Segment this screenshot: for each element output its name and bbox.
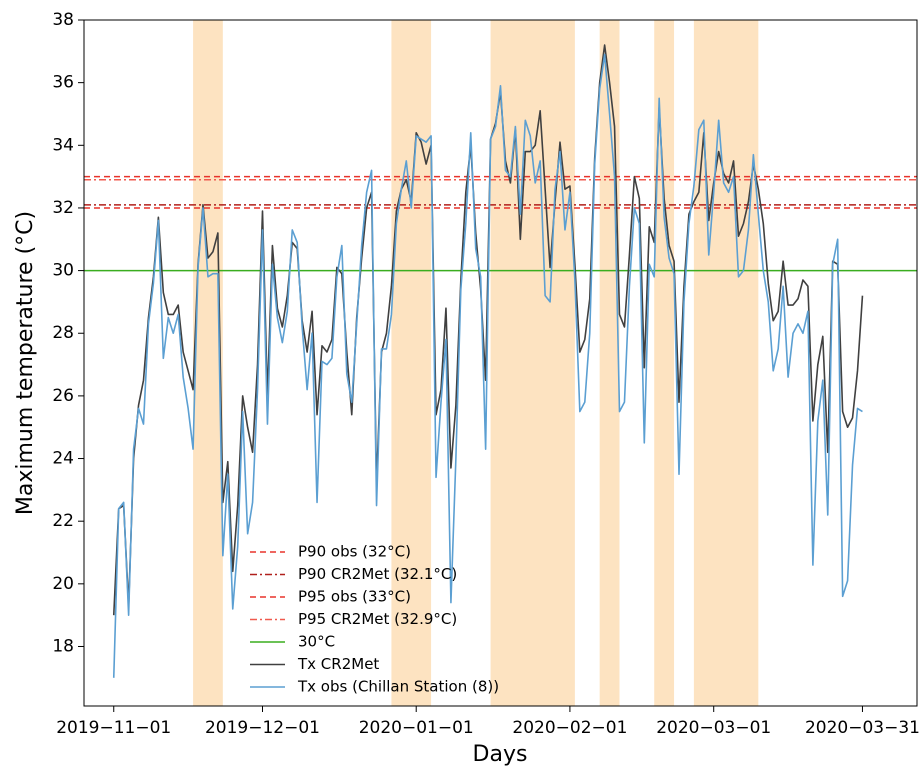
legend-label: P90 CR2Met (32.1°C) (298, 565, 457, 583)
x-tick-label: 2020−01−01 (359, 718, 474, 738)
shaded-period (193, 20, 223, 706)
shaded-period (391, 20, 432, 706)
plot-frame (83, 19, 918, 707)
series-line (112, 53, 863, 678)
legend-label: Tx obs (Chillan Station (8)) (297, 678, 499, 696)
y-axis-label: Maximum temperature (°C) (13, 211, 38, 515)
x-tick-label: 2019−11−01 (56, 718, 171, 738)
legend-label: P95 CR2Met (32.9°C) (298, 610, 457, 628)
legend-label: 30°C (298, 633, 335, 651)
x-axis-label: Days (473, 742, 528, 767)
y-tick-label: 32 (52, 198, 74, 218)
y-tick-label: 26 (52, 386, 74, 406)
y-tick-label: 34 (52, 135, 74, 155)
y-tick-label: 30 (52, 261, 74, 281)
x-tick-label: 2020−02−01 (512, 718, 627, 738)
x-tick-label: 2020−03−01 (656, 718, 771, 738)
x-tick-label: 2019−12−01 (205, 718, 320, 738)
legend-label: Tx CR2Met (297, 655, 379, 673)
y-tick-label: 18 (52, 636, 74, 656)
shaded-period (490, 20, 575, 706)
y-tick-label: 24 (52, 449, 74, 469)
x-tick-label: 2020−03−31 (805, 718, 920, 738)
y-tick-label: 38 (52, 10, 74, 30)
y-tick-label: 20 (52, 574, 74, 594)
legend-label: P95 obs (33°C) (298, 588, 411, 606)
shaded-period (654, 20, 675, 706)
y-tick-label: 22 (52, 511, 74, 531)
legend-label: P90 obs (32°C) (298, 543, 411, 561)
y-tick-label: 28 (52, 323, 74, 343)
y-tick-label: 36 (52, 73, 74, 93)
